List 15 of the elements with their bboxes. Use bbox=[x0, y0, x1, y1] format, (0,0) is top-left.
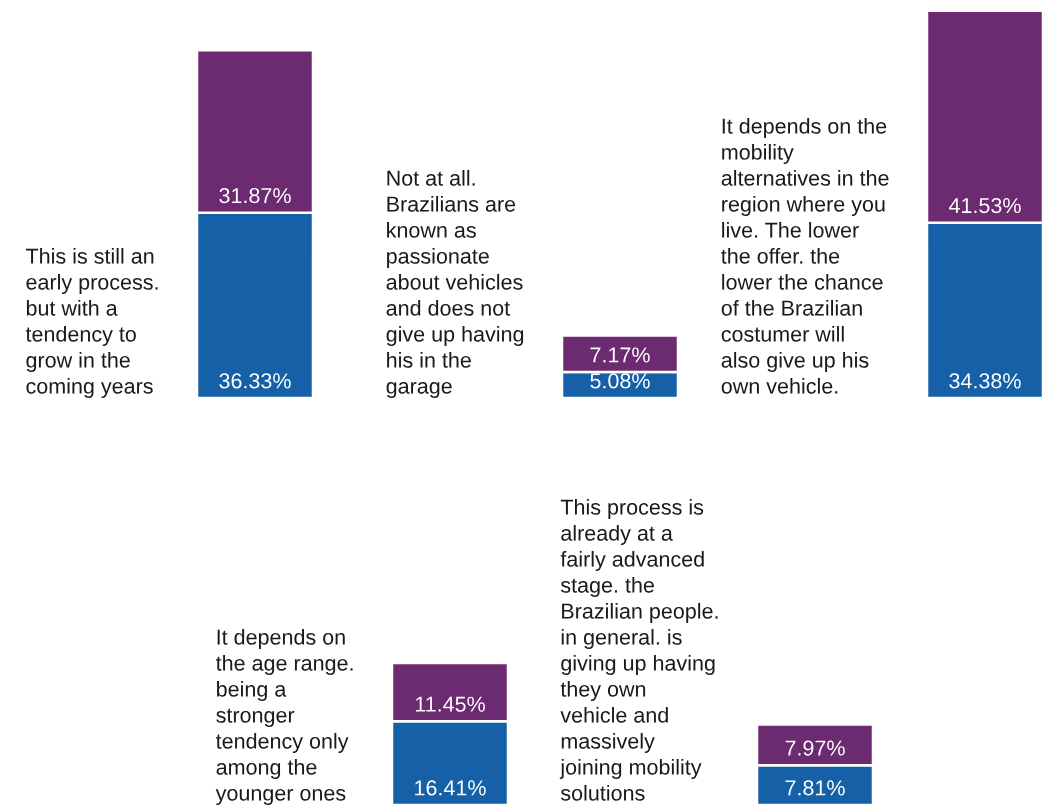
category-label: It depends on the mobility alternatives in the region where you live. The lower the offer. the lower the chance of the Brazilian costumer will also give up his own vehicle. bbox=[721, 117, 889, 394]
data-label: 7.81% bbox=[785, 780, 845, 796]
category-label: This process is already at a fairly advanced stage. the Brazilian people. in general. is giving up having they own vehicle and massively joining mobility solutions bbox=[559, 498, 718, 801]
data-label: 41.53% bbox=[948, 197, 1021, 214]
data-label: 16.41% bbox=[415, 780, 486, 796]
data-label: 7.17% bbox=[590, 347, 650, 363]
category-label: Not at all. Brazilians are known as passionate about vehicles and does not give up having his in the garage bbox=[386, 169, 524, 398]
data-label: 7.97% bbox=[785, 740, 845, 756]
data-label: 11.45% bbox=[415, 696, 485, 712]
data-label: 31.87% bbox=[219, 187, 291, 204]
x-tick-label: This is still an early process. but with a tendency to grow in the coming years bbox=[25, 247, 158, 398]
data-label: 5.08% bbox=[590, 373, 650, 389]
data-label: 36.33% bbox=[219, 373, 291, 389]
x-tick-label: It depends on the age range. being a stronger tendency only among the younger ones bbox=[215, 628, 353, 805]
data-label: 34.38% bbox=[949, 373, 1021, 389]
